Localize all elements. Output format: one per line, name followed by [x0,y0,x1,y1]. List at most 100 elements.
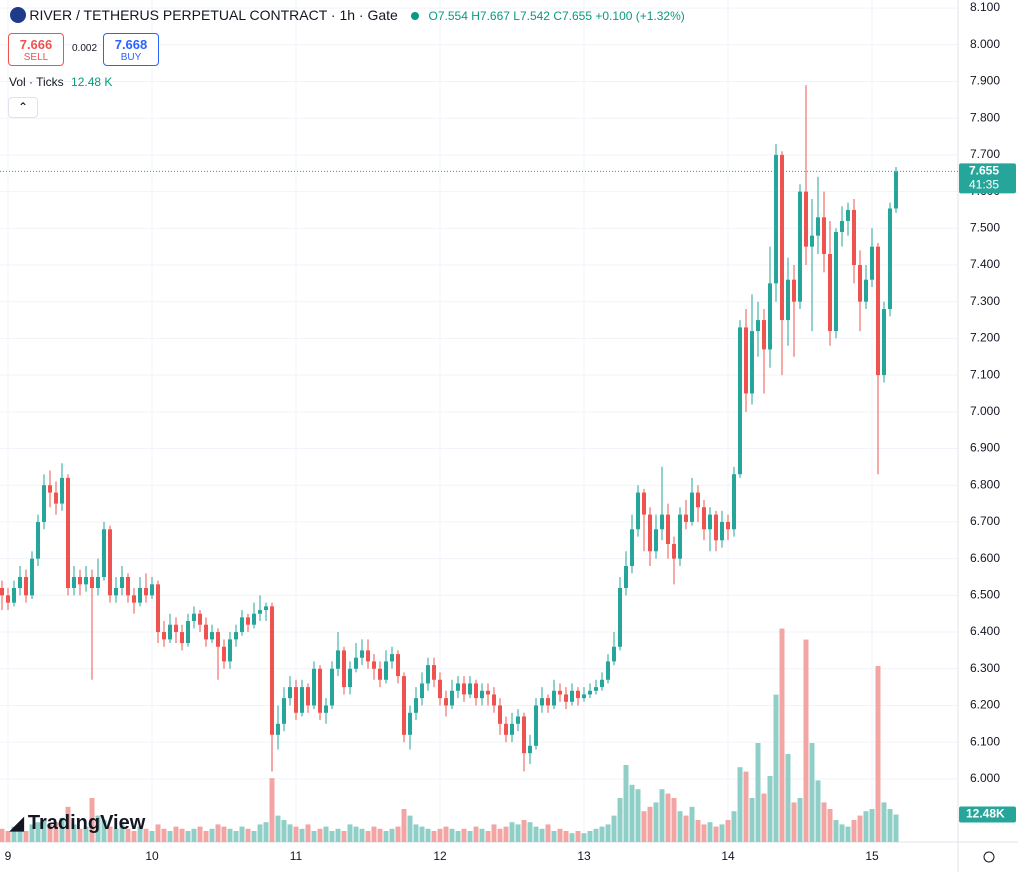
volume-bar [245,828,251,842]
volume-bar [455,831,461,842]
candle-body [6,595,10,603]
volume-bar [581,833,587,842]
volume-bar [359,828,365,842]
candle-body [810,235,814,247]
volume-bar [677,811,683,842]
volume-bar [233,831,239,842]
volume-bar [209,828,215,842]
volume-bar [413,824,419,842]
volume-bar [533,826,539,842]
candle-body [792,279,796,302]
candle-body [90,576,94,589]
candle-body [780,154,784,321]
candle-body [336,650,340,669]
candle-body [30,558,34,596]
last-price-tag [959,163,1016,194]
volume-bar [305,824,311,842]
sell-price: 7.666 [19,37,53,52]
candle-body [894,171,898,209]
candle-body [882,309,886,376]
volume-bar [623,765,629,842]
volume-bar [53,822,59,842]
volume-bar [125,828,131,842]
candle-body [102,529,106,577]
y-tick-label: 7.500 [970,220,1000,234]
logo-mark: ◢ [10,813,24,833]
sell-label: SELL [23,52,49,63]
volume-bar [653,802,659,842]
candle-body [360,650,364,658]
candle-body [552,690,556,706]
candle-body [330,668,334,706]
volume-bar [0,828,5,842]
candle-body [294,687,298,713]
candle-body [210,632,214,640]
candle-body [426,665,430,684]
x-tick-label: 15 [865,849,879,863]
candle-body [132,595,136,603]
logo-text: TradingView [27,812,146,834]
volume-bar [155,824,161,842]
candle-body [858,265,862,302]
candle-body [180,632,184,644]
volume-bar [731,811,737,842]
candle-body [738,327,742,475]
candle-body [228,639,232,662]
candle-body [558,690,562,695]
candle-body [0,588,4,596]
volume-bar [137,826,143,842]
collapse-button[interactable]: ⌃ [8,97,38,118]
candle-body [540,698,544,706]
y-tick-label: 7.000 [970,404,1000,418]
candle-body [312,668,316,706]
volume-bar [473,826,479,842]
candle-body [804,191,808,247]
candle-body [564,694,568,702]
buy-button[interactable]: 7.668 BUY [103,33,159,66]
y-tick-label: 6.600 [970,551,1000,565]
countdown: 41:35 [969,178,999,192]
volume-bar [425,828,431,842]
volume-bar [47,824,53,842]
x-tick-label: 13 [577,849,591,863]
candle-body [714,514,718,541]
candle-body [486,690,490,695]
volume-bar [851,820,857,842]
candle-body [264,606,268,611]
candle-body [774,154,778,284]
candle-body [756,320,760,332]
volume-bar [755,743,761,842]
candle-body [744,327,748,394]
candle-body [870,246,874,280]
volume-bar [719,824,725,842]
y-tick-label: 6.200 [970,698,1000,712]
candle-body [396,654,400,677]
volume-bar [803,639,809,842]
candle-body [672,543,676,559]
volume-bar [221,826,227,842]
candle-body [696,492,700,508]
y-tick-label: 7.200 [970,331,1000,345]
volume-bar [227,828,233,842]
sell-button[interactable]: 7.666 SELL [8,33,64,66]
volume-bar [35,822,41,842]
volume-bar [761,793,767,842]
candle-body [606,661,610,680]
candle-body [846,209,850,221]
volume-bar [311,831,317,842]
candle-body [840,220,844,232]
candle-body [66,477,70,589]
volume-bar [191,828,197,842]
volume-bar [317,828,323,842]
volume-bar [539,828,545,842]
y-tick-label: 7.900 [970,74,1000,88]
volume-bar [269,778,275,842]
candle-body [618,588,622,647]
volume-bar [521,820,527,842]
volume-bar [893,814,899,842]
indicator-name: Vol · Ticks [9,75,64,89]
volume-bar [749,798,755,842]
candle-body [516,716,520,724]
